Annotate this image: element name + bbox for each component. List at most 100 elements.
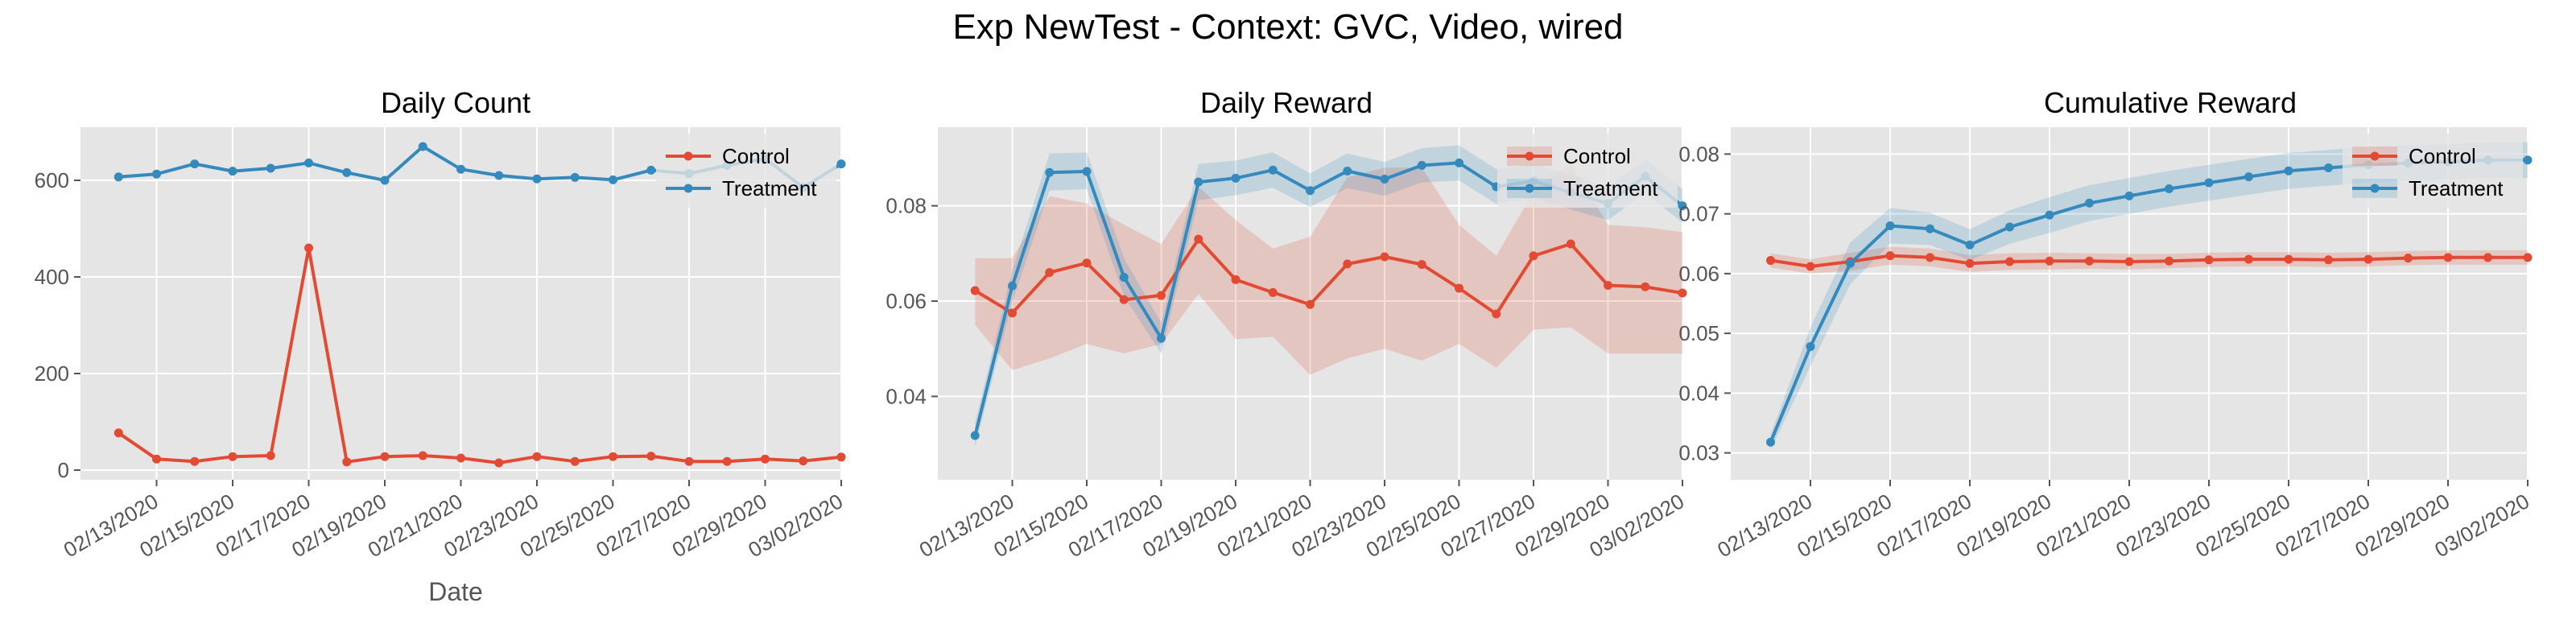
- data-point: [1268, 165, 1278, 175]
- legend-label: Treatment: [2409, 176, 2504, 200]
- series-line-control: [1770, 254, 2528, 268]
- data-point: [2085, 198, 2094, 208]
- data-point: [1380, 175, 1389, 184]
- data-point: [1529, 251, 1538, 261]
- data-point: [1417, 259, 1426, 269]
- data-point: [1119, 272, 1129, 282]
- y-tick-label: 0.08: [1678, 142, 1719, 166]
- data-point: [2045, 256, 2054, 266]
- data-point: [1306, 186, 1315, 196]
- data-point: [190, 456, 200, 466]
- y-tick-label: 0.04: [886, 384, 927, 408]
- data-point: [2404, 254, 2413, 263]
- legend-label: Treatment: [1563, 176, 1658, 200]
- y-tick-label: 600: [35, 168, 69, 192]
- y-tick-label: 0.05: [1678, 321, 1719, 345]
- data-point: [2124, 257, 2134, 266]
- data-point: [1306, 299, 1315, 309]
- y-tick-label: 0: [58, 458, 69, 482]
- y-tick-label: 0.08: [886, 194, 927, 218]
- data-point: [1268, 287, 1278, 297]
- data-point: [799, 456, 808, 466]
- data-point: [2523, 253, 2533, 262]
- chart-daily-count: Daily Count Date 020040060002/13/202002/…: [35, 86, 847, 606]
- data-point: [1455, 283, 1463, 293]
- data-point: [2005, 222, 2014, 232]
- data-point: [2244, 172, 2253, 182]
- legend-marker: [683, 184, 693, 193]
- chart-cumulative-reward: Cumulative Reward 0.03 0.04 0.05 0.06 0.07 0.…: [1678, 86, 2533, 562]
- data-point: [1082, 258, 1092, 268]
- x-axis-label: Date: [428, 577, 483, 606]
- data-point: [266, 451, 275, 460]
- legend: Control Treatment: [2343, 134, 2523, 208]
- data-point: [1380, 252, 1389, 262]
- data-point: [1846, 258, 1855, 268]
- legend: Control Treatment: [656, 134, 836, 208]
- data-point: [2483, 253, 2492, 262]
- data-point: [114, 428, 123, 438]
- data-point: [494, 458, 504, 468]
- data-point: [152, 169, 161, 179]
- data-point: [1194, 177, 1203, 187]
- data-point: [684, 456, 694, 466]
- data-point: [532, 174, 542, 184]
- data-point: [1417, 160, 1426, 170]
- data-point: [2244, 254, 2253, 264]
- data-point: [342, 457, 352, 467]
- data-point: [1343, 166, 1352, 175]
- data-point: [2045, 210, 2054, 220]
- data-point: [1082, 167, 1092, 176]
- data-point: [1045, 268, 1055, 278]
- legend-marker: [2370, 184, 2380, 193]
- data-point: [2005, 257, 2014, 266]
- data-point: [2284, 166, 2293, 175]
- data-point: [456, 453, 465, 463]
- data-point: [1926, 224, 1934, 233]
- series-line-control: [118, 246, 842, 464]
- data-point: [1343, 259, 1352, 269]
- data-point: [1641, 282, 1650, 291]
- legend-marker: [1525, 151, 1534, 161]
- confidence-band-treatment: [975, 145, 1682, 447]
- figure-suptitle: Exp NewTest - Context: GVC, Video, wired: [952, 7, 1623, 47]
- chart-daily-reward: Daily Reward 0.040.060.0802/13/202002/15…: [886, 86, 1688, 562]
- data-point: [1965, 258, 1975, 268]
- data-point: [2204, 178, 2214, 188]
- data-point: [1157, 291, 1166, 300]
- y-tick-label: 0.06: [886, 289, 927, 313]
- data-point: [2165, 256, 2174, 266]
- y-tick-label: 0.06: [1678, 262, 1719, 286]
- data-point: [228, 452, 237, 461]
- legend-label: Control: [722, 144, 790, 168]
- data-point: [1885, 221, 1895, 230]
- data-point: [1157, 333, 1166, 343]
- y-tick-label: 0.07: [1678, 202, 1719, 226]
- data-point: [2324, 163, 2333, 172]
- data-point: [1455, 158, 1463, 167]
- data-point: [570, 172, 580, 182]
- data-point: [1008, 308, 1017, 318]
- data-point: [1194, 234, 1203, 244]
- y-tick-label: 400: [35, 265, 69, 289]
- data-point: [1231, 173, 1241, 183]
- data-point: [1045, 167, 1055, 177]
- data-point: [609, 175, 617, 184]
- data-point: [2284, 254, 2293, 264]
- data-point: [380, 452, 390, 461]
- data-point: [609, 452, 617, 461]
- data-point: [646, 452, 656, 461]
- data-point: [114, 172, 123, 182]
- chart-title: Daily Reward: [1200, 86, 1373, 119]
- chart-title: Cumulative Reward: [2044, 86, 2297, 119]
- data-point: [1965, 240, 1975, 250]
- data-point: [2363, 254, 2373, 264]
- data-point: [2124, 191, 2134, 200]
- y-tick-label: 0.04: [1678, 381, 1719, 405]
- data-point: [970, 286, 980, 295]
- data-point: [1806, 341, 1815, 351]
- legend-marker: [1525, 184, 1534, 193]
- data-point: [2523, 155, 2533, 165]
- legend: Control Treatment: [1497, 134, 1678, 208]
